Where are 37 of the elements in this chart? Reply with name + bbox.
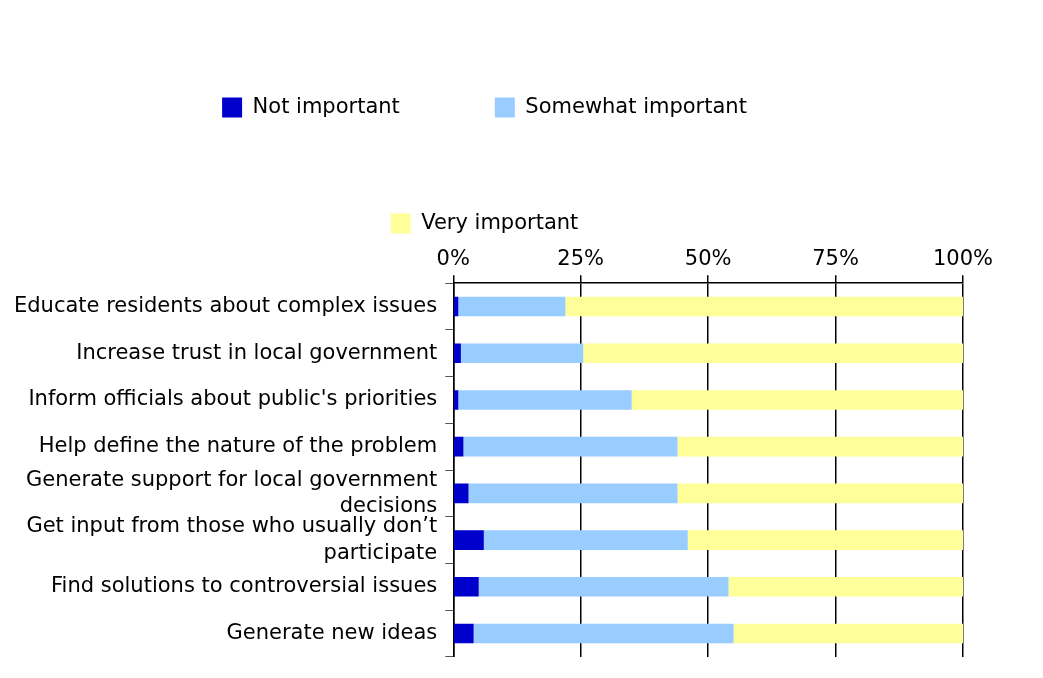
bar [677,483,963,504]
y-tick-label: Generate new ideas [226,619,438,644]
bar [454,530,484,550]
bar [454,577,479,597]
y-tick-label: Help define the nature of the problem [38,433,438,458]
bar [728,577,963,597]
bar [565,296,963,317]
legend-label: Very important [421,209,579,234]
bar [677,436,963,457]
legend-label: Not important [252,93,400,118]
legend-label: Somewhat important [525,93,747,118]
x-tick-label: 0% [436,246,470,271]
y-tick-label: Educate residents about complex issues [13,293,438,318]
bar [463,436,678,457]
bar [454,343,461,364]
bar [468,483,678,504]
x-tick-label: 25% [557,246,605,271]
x-tick-label: 75% [812,246,859,271]
bar [478,577,729,597]
bar [454,390,459,410]
bar [458,390,632,410]
bar [687,530,963,550]
bar [454,483,469,504]
bar [458,296,566,317]
y-tick-label: Inform officials about public's priorities [28,386,438,411]
bar [454,623,474,644]
bar [483,530,688,550]
y-tick-label: Find solutions to controversial issues [51,573,438,598]
x-tick-label: 50% [684,246,732,271]
bar [583,343,963,364]
bar [631,390,963,410]
bar [733,623,963,644]
x-tick-label: 100% [932,246,994,271]
bar [473,623,734,644]
y-tick-label: Increase trust in local government [76,339,438,364]
bar [460,343,584,364]
bar [454,436,464,457]
